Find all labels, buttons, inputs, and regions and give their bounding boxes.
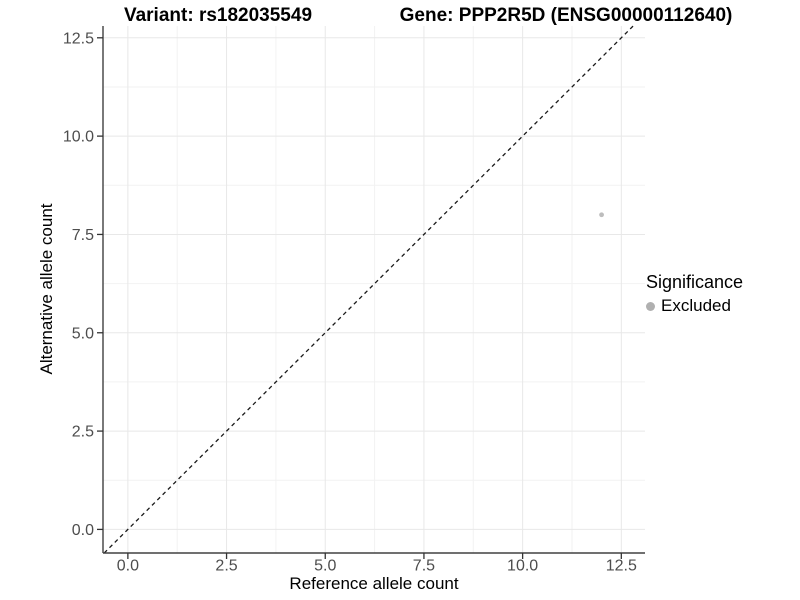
legend: Significance Excluded bbox=[646, 272, 743, 316]
x-tick-label: 7.5 bbox=[413, 558, 435, 575]
x-axis-title: Reference allele count bbox=[289, 574, 459, 593]
x-tick-label: 10.0 bbox=[507, 558, 538, 575]
y-tick-label: 5.0 bbox=[72, 325, 94, 342]
x-tick-label: 2.5 bbox=[215, 558, 237, 575]
y-tick-label: 10.0 bbox=[63, 129, 94, 146]
x-tick-labels: 0.0 2.5 5.0 7.5 10.0 12.5 bbox=[117, 558, 637, 575]
x-tick-label: 0.0 bbox=[117, 558, 139, 575]
legend-item-excluded: Excluded bbox=[646, 296, 743, 316]
data-point bbox=[599, 212, 604, 218]
y-tick-label: 2.5 bbox=[72, 424, 94, 441]
plot-title-variant: Variant: rs182035549 bbox=[123, 5, 313, 26]
legend-item-label: Excluded bbox=[661, 296, 731, 315]
data-points bbox=[599, 212, 604, 218]
grid-minor bbox=[103, 26, 645, 553]
y-tick-label: 12.5 bbox=[63, 30, 94, 47]
y-axis-title: Alternative allele count bbox=[37, 203, 56, 375]
x-tick-label: 5.0 bbox=[314, 558, 336, 575]
grid-major bbox=[103, 26, 645, 553]
identity-line bbox=[103, 25, 634, 554]
tick-marks bbox=[97, 37, 622, 559]
y-tick-labels: 0.0 2.5 5.0 7.5 10.0 12.5 bbox=[63, 30, 94, 539]
axis-lines bbox=[102, 26, 645, 554]
legend-key-dot-icon bbox=[646, 301, 655, 311]
legend-title: Significance bbox=[646, 272, 744, 292]
y-tick-label: 0.0 bbox=[72, 522, 94, 539]
x-tick-label: 12.5 bbox=[606, 558, 637, 575]
y-tick-label: 7.5 bbox=[72, 227, 94, 244]
plot-title-gene: Gene: PPP2R5D (ENSG00000112640) bbox=[399, 5, 733, 26]
